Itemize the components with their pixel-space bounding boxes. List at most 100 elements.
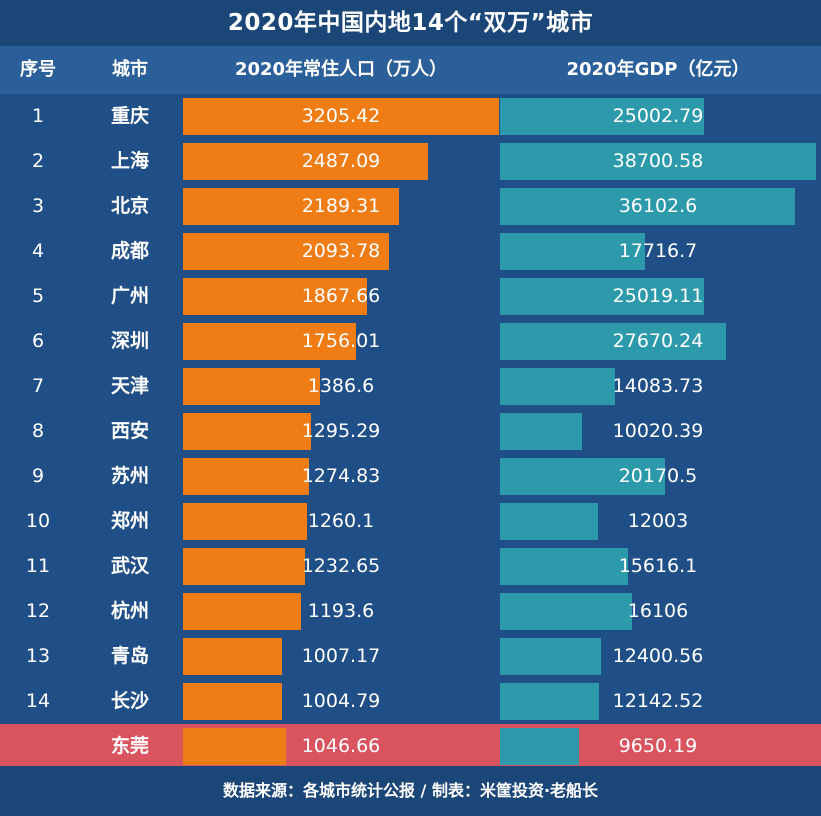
header-gdp: 2020年GDP（亿元）	[566, 59, 750, 80]
population-bar	[183, 278, 367, 315]
table-row: 6 深圳 1756.01 27670.24	[0, 319, 821, 364]
table-row: 7 天津 1386.6 14083.73	[0, 364, 821, 409]
city-name: 重庆	[110, 105, 149, 127]
row-index: 5	[31, 285, 45, 307]
gdp-bar	[500, 323, 726, 360]
gdp-bar	[500, 188, 795, 225]
population-bar	[183, 728, 286, 765]
population-bar	[183, 503, 307, 540]
gdp-value: 17716.7	[618, 240, 698, 262]
city-name: 北京	[110, 195, 149, 217]
row-index: 8	[31, 420, 45, 442]
population-value: 1386.6	[307, 375, 375, 397]
population-value: 2189.31	[301, 195, 381, 217]
population-value: 2093.78	[301, 240, 381, 262]
gdp-bar	[500, 413, 582, 450]
population-value: 1046.66	[301, 735, 381, 757]
table-row: 东莞 1046.66 9650.19	[0, 724, 821, 769]
gdp-bar	[500, 368, 615, 405]
table-row: 1 重庆 3205.42 25002.79	[0, 94, 821, 139]
population-value: 1274.83	[301, 465, 381, 487]
city-name: 郑州	[110, 510, 149, 532]
row-index: 3	[31, 195, 45, 217]
header-population: 2020年常住人口（万人）	[234, 59, 448, 80]
city-name: 上海	[110, 150, 149, 172]
population-value: 1867.66	[301, 285, 381, 307]
population-bar	[183, 323, 356, 360]
population-value: 1193.6	[307, 600, 375, 622]
table-row: 13 青岛 1007.17 12400.56	[0, 634, 821, 679]
gdp-bar	[500, 458, 665, 495]
gdp-value: 15616.1	[618, 555, 698, 577]
population-bar	[183, 368, 320, 405]
gdp-value: 10020.39	[612, 420, 704, 442]
gdp-value: 9650.19	[618, 735, 698, 757]
population-bar	[183, 413, 311, 450]
gdp-value: 25002.79	[612, 105, 704, 127]
population-value: 1232.65	[301, 555, 381, 577]
row-index: 4	[31, 240, 45, 262]
gdp-bar	[500, 548, 628, 585]
table-row: 2 上海 2487.09 38700.58	[0, 139, 821, 184]
row-index: 9	[31, 465, 45, 487]
population-value: 1260.1	[307, 510, 375, 532]
row-index: 12	[25, 600, 51, 622]
table-row: 12 杭州 1193.6 16106	[0, 589, 821, 634]
source-footer: 数据来源：各城市统计公报 / 制表：米筐投资·老船长	[0, 766, 821, 816]
row-index: 7	[31, 375, 45, 397]
row-index: 10	[25, 510, 51, 532]
gdp-value: 14083.73	[612, 375, 704, 397]
gdp-bar	[500, 278, 704, 315]
gdp-value: 27670.24	[612, 330, 704, 352]
table-row: 10 郑州 1260.1 12003	[0, 499, 821, 544]
gdp-value: 20170.5	[618, 465, 698, 487]
gdp-bar	[500, 593, 632, 630]
gdp-bar	[500, 728, 579, 765]
row-index: 13	[25, 645, 51, 667]
table-row: 11 武汉 1232.65 15616.1	[0, 544, 821, 589]
gdp-value: 16106	[627, 600, 689, 622]
city-name: 杭州	[110, 600, 149, 622]
row-index: 14	[25, 690, 51, 712]
population-bar	[183, 233, 389, 270]
city-name: 青岛	[110, 645, 149, 667]
population-value: 1007.17	[301, 645, 381, 667]
gdp-bar	[500, 683, 599, 720]
population-bar	[183, 593, 301, 630]
gdp-value: 38700.58	[612, 150, 704, 172]
population-bar	[183, 98, 499, 135]
population-value: 2487.09	[301, 150, 381, 172]
table-row: 8 西安 1295.29 10020.39	[0, 409, 821, 454]
population-bar	[183, 143, 428, 180]
row-index: 6	[31, 330, 45, 352]
population-value: 1756.01	[301, 330, 381, 352]
table-row: 3 北京 2189.31 36102.6	[0, 184, 821, 229]
city-name: 东莞	[110, 735, 149, 757]
table-header: 序号 城市 2020年常住人口（万人） 2020年GDP（亿元）	[0, 46, 821, 94]
chart-title: 2020年中国内地14个“双万”城市	[0, 0, 821, 46]
gdp-value: 25019.11	[612, 285, 704, 307]
city-name: 天津	[110, 375, 149, 397]
city-name: 西安	[110, 420, 149, 442]
population-bar	[183, 188, 399, 225]
row-index	[8, 724, 68, 769]
gdp-bar	[500, 233, 645, 270]
city-name: 广州	[110, 285, 149, 307]
population-bar	[183, 548, 305, 585]
row-index: 2	[31, 150, 45, 172]
header-index: 序号	[20, 59, 56, 80]
gdp-bar	[500, 638, 601, 675]
city-name: 苏州	[110, 465, 149, 487]
gdp-value: 12003	[627, 510, 689, 532]
gdp-bar	[500, 503, 598, 540]
population-bar	[183, 638, 282, 675]
table-row: 5 广州 1867.66 25019.11	[0, 274, 821, 319]
row-index: 11	[25, 555, 51, 577]
gdp-bar	[500, 143, 816, 180]
header-city: 城市	[112, 59, 148, 80]
city-name: 深圳	[110, 330, 149, 352]
table-row: 4 成都 2093.78 17716.7	[0, 229, 821, 274]
population-value: 1004.79	[301, 690, 381, 712]
city-name: 成都	[110, 240, 149, 262]
population-value: 1295.29	[301, 420, 381, 442]
